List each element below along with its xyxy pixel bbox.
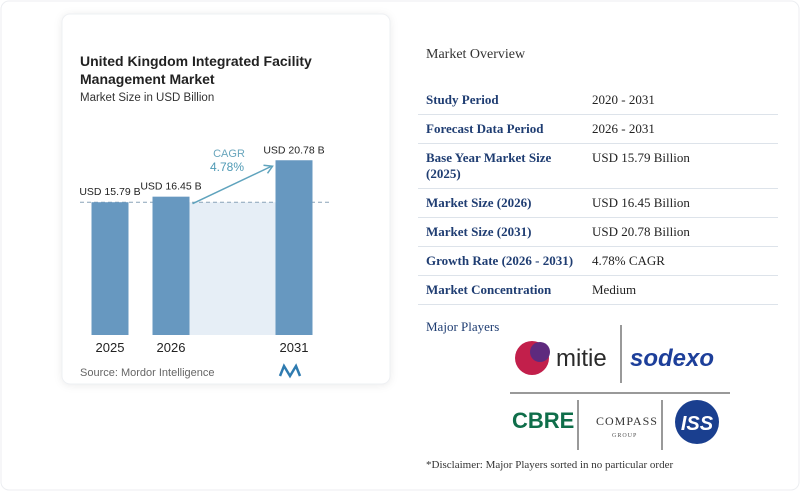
logo-text: ISS [681,413,714,435]
logo-text: sodexo [630,345,714,372]
mitie-icon [530,342,550,362]
value-label: USD 16.45 B [140,181,201,193]
logo-text: GROUP [612,433,637,439]
row-value: USD 20.78 Billion [584,217,778,247]
row-value: 2020 - 2031 [584,86,778,115]
overview-row: Forecast Data Period 2026 - 2031 [418,114,778,144]
logo-text: CBRE [512,408,574,433]
cagr-arrow [192,165,272,205]
brand-logo [278,363,302,379]
overview-table: Study Period 2020 - 2031 Forecast Data Per… [418,86,778,305]
row-value: 4.78% CAGR [584,246,778,276]
chart-title: United Kingdom Integrated Facility [80,53,312,69]
x-tick-label: 2031 [280,340,309,355]
row-label: Market Size (2031) [418,217,584,247]
overview-row: Market Size (2031) USD 20.78 Billion [418,217,778,247]
overview-title: Market Overview [426,47,526,62]
disclaimer: *Disclaimer: Major Players sorted in no … [426,459,673,471]
row-label: Growth Rate (2026 - 2031) [418,246,584,276]
cagr-arrowhead [263,164,274,174]
overview-row: Market Concentration Medium [418,275,778,305]
row-label: Market Concentration [418,275,584,305]
value-label: USD 20.78 B [263,144,324,156]
bar [91,202,129,335]
iss-icon [675,400,719,444]
row-value: USD 15.79 Billion [584,143,778,189]
row-label: Market Size (2026) [418,188,584,218]
overview-row: Base Year Market Size (2025) USD 15.79 Bi… [418,143,778,189]
overview-row: Growth Rate (2026 - 2031) 4.78% CAGR [418,246,778,276]
row-value: Medium [584,275,778,305]
x-tick-label: 2026 [157,340,186,355]
players-title: Major Players [426,319,499,334]
row-value: USD 16.45 Billion [584,188,778,218]
shade [189,202,276,335]
logo-text: COMPASS [596,414,658,428]
row-label: Forecast Data Period [418,114,584,144]
annotation: CAGR [213,148,245,160]
bar [275,160,313,335]
value-label: USD 15.79 B [79,186,140,198]
chart-subtitle: Market Size in USD Billion [80,92,214,104]
row-label: Base Year Market Size (2025) [418,143,584,189]
row-label: Study Period [418,86,584,115]
source: Source: Mordor Intelligence [80,367,215,379]
annotation: 4.78% [210,160,244,174]
overview-row: Study Period 2020 - 2031 [418,86,778,115]
x-tick-label: 2025 [96,340,125,355]
bar [152,196,190,335]
chart-title: Management Market [80,71,215,87]
overview-row: Market Size (2026) USD 16.45 Billion [418,188,778,218]
logo-text: mitie [556,345,607,372]
row-value: 2026 - 2031 [584,114,778,144]
